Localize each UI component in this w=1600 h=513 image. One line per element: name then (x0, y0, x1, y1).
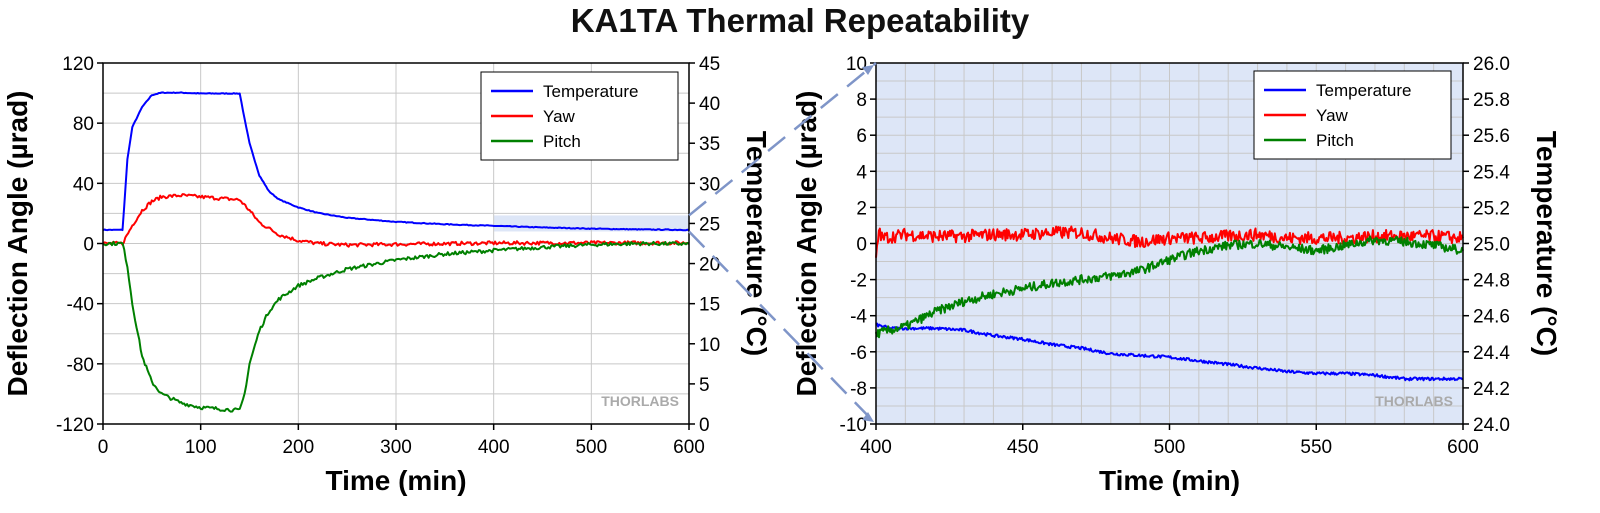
legend-label-temperature: Temperature (1316, 81, 1411, 100)
y2-tick-label: 45 (699, 54, 720, 75)
y2-tick-label: 25.8 (1473, 90, 1510, 111)
y-axis-label: Deflection Angle (µrad) (2, 90, 33, 396)
y2-tick-label: 24.2 (1473, 379, 1510, 400)
y-tick-label: 6 (856, 126, 867, 147)
x-tick-label: 300 (380, 437, 412, 458)
legend-label-temperature: Temperature (543, 82, 638, 101)
y-tick-label: -80 (67, 355, 94, 376)
x-tick-label: 500 (575, 437, 607, 458)
x-tick-label: 400 (478, 437, 510, 458)
y-tick-label: 80 (73, 114, 94, 135)
y-tick-label: -4 (850, 307, 867, 328)
x-tick-label: 550 (1300, 437, 1332, 458)
y2-axis-label: Temperature (°C) (741, 131, 772, 356)
chart-title: KA1TA Thermal Repeatability (570, 2, 1030, 39)
x-axis-label: Time (min) (325, 465, 466, 496)
y2-tick-label: 25.0 (1473, 235, 1510, 256)
y2-tick-label: 25 (699, 214, 720, 235)
thorlabs-watermark: THORLABS (601, 393, 679, 409)
series-line-pitch (875, 235, 1464, 339)
y-tick-label: 8 (856, 90, 867, 111)
legend-label-pitch: Pitch (543, 132, 581, 151)
y2-tick-label: 24.6 (1473, 307, 1510, 328)
series-line-temperature (875, 322, 1464, 382)
zoom-connectors (688, 62, 877, 425)
x-tick-label: 100 (185, 437, 217, 458)
x-tick-label: 200 (282, 437, 314, 458)
x-tick-label: 0 (98, 437, 109, 458)
y2-tick-label: 35 (699, 134, 720, 155)
zoom-arrowhead-bottom (862, 412, 874, 422)
series-line-yaw (875, 225, 1464, 258)
y-tick-label: -10 (840, 415, 867, 436)
legend-label-pitch: Pitch (1316, 131, 1354, 150)
x-tick-label: 450 (1007, 437, 1039, 458)
y2-tick-label: 24.4 (1473, 343, 1510, 364)
y2-tick-label: 25.6 (1473, 126, 1510, 147)
y2-tick-label: 26.0 (1473, 54, 1510, 75)
thorlabs-watermark: THORLABS (1375, 393, 1453, 409)
y-tick-label: -8 (850, 379, 867, 400)
y-tick-label: 40 (73, 174, 94, 195)
legend-label-yaw: Yaw (1316, 106, 1349, 125)
chart-panel-2: 400 450 500 550 600 -10 -8 -6 -4 -2 0 2 4 6 8 10 24.0 24.… (791, 54, 1562, 496)
x-tick-label: 400 (860, 437, 892, 458)
y2-tick-label: 0 (699, 415, 710, 436)
x-tick-label: 600 (673, 437, 705, 458)
legend-label-yaw: Yaw (543, 107, 576, 126)
y-tick-label: 0 (83, 235, 94, 256)
legend: Temperature Yaw Pitch (480, 71, 679, 161)
y2-tick-label: 15 (699, 295, 720, 316)
y2-tick-label: 24.0 (1473, 415, 1510, 436)
y-tick-label: -40 (67, 295, 94, 316)
y2-tick-label: 25.4 (1473, 162, 1510, 183)
x-axis-label: Time (min) (1099, 465, 1240, 496)
y2-tick-label: 10 (699, 335, 720, 356)
y-tick-label: 120 (62, 54, 94, 75)
y2-tick-label: 30 (699, 174, 720, 195)
series-line-yaw (102, 193, 690, 248)
y-tick-label: 0 (856, 235, 867, 256)
y2-tick-label: 5 (699, 375, 710, 396)
x-tick-label: 600 (1447, 437, 1479, 458)
y2-tick-label: 20 (699, 255, 720, 276)
y-tick-label: -6 (850, 343, 867, 364)
series-line-pitch (102, 240, 690, 413)
x-tick-label: 500 (1154, 437, 1186, 458)
zoom-connector-bottom (688, 230, 877, 425)
y-tick-label: 4 (856, 162, 867, 183)
y-tick-label: 2 (856, 198, 867, 219)
y-tick-label: 10 (846, 54, 867, 75)
y-tick-label: -2 (850, 271, 867, 292)
chart-panel-1: 0 100 200 300 400 500 600 -120 -80 -40 0 40 80 120 0 5 1… (2, 54, 772, 496)
series-line-temperature (102, 91, 690, 232)
zoom-arrowhead-top (862, 65, 874, 75)
y-axis-label: Deflection Angle (µrad) (791, 90, 822, 396)
zoom-connector-top (688, 62, 877, 217)
y2-tick-label: 24.8 (1473, 271, 1510, 292)
y-tick-label: -120 (56, 415, 94, 436)
y2-tick-label: 25.2 (1473, 198, 1510, 219)
legend: Temperature Yaw Pitch (1253, 70, 1452, 160)
y2-tick-label: 40 (699, 94, 720, 115)
y2-axis-label: Temperature (°C) (1531, 131, 1562, 356)
